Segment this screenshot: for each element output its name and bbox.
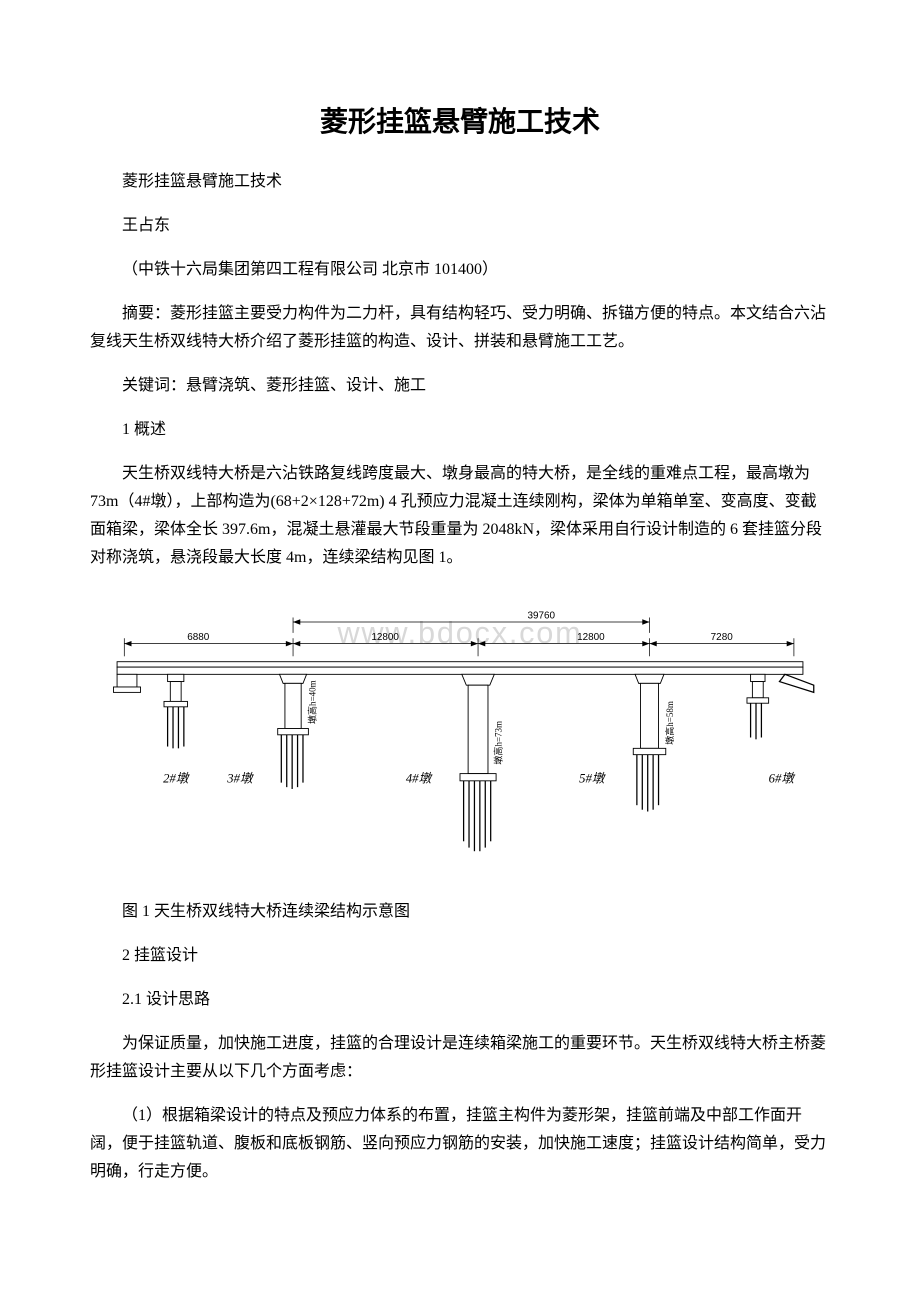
- end-segment-right: [779, 674, 813, 692]
- figure-1-caption: 图 1 天生桥双线特大桥连续梁结构示意图: [90, 898, 830, 926]
- pier-3-label: 3#墩: [226, 772, 255, 786]
- section-2-1-heading: 2.1 设计思路: [90, 986, 830, 1014]
- bridge-diagram-svg: www.bdocx.com 39760 6880 12800 12800 728…: [90, 588, 830, 878]
- section-2-heading: 2 挂篮设计: [90, 942, 830, 970]
- dim-right-label: 7280: [711, 632, 734, 643]
- pier-4-height: 墩高h=73m: [493, 721, 504, 765]
- pier-2-label: 2#墩: [163, 772, 191, 786]
- page-title: 菱形挂篮悬臂施工技术: [90, 100, 830, 140]
- pier-4: 墩高h=73m: [460, 674, 504, 851]
- dim-span1-label: 12800: [371, 632, 399, 643]
- section-2-1-item-1: （1）根据箱梁设计的特点及预应力体系的布置，挂篮主构件为菱形架，挂篮前端及中部工…: [90, 1102, 830, 1186]
- pier-5-label: 5#墩: [579, 772, 607, 786]
- pier-3-height: 墩高h=40m: [307, 680, 318, 724]
- pier-6-label: 6#墩: [769, 772, 797, 786]
- dim-span2-label: 12800: [577, 632, 605, 643]
- bridge-deck: [117, 662, 803, 675]
- section-1-body: 天生桥双线特大桥是六沾铁路复线跨度最大、墩身最高的特大桥，是全线的重难点工程，最…: [90, 460, 830, 572]
- dim-left-label: 6880: [187, 632, 210, 643]
- keywords-line: 关键词：悬臂浇筑、菱形挂篮、设计、施工: [90, 372, 830, 400]
- author-line: 王占东: [90, 212, 830, 240]
- pier-4-label: 4#墩: [406, 772, 434, 786]
- affiliation-line: （中铁十六局集团第四工程有限公司 北京市 101400）: [90, 256, 830, 284]
- figure-1: www.bdocx.com 39760 6880 12800 12800 728…: [90, 588, 830, 878]
- pier-2: [164, 674, 187, 748]
- pier-3: 墩高h=40m: [278, 674, 318, 789]
- pier-5-height: 墩高h=58m: [664, 701, 675, 745]
- abutment-left: [113, 674, 140, 692]
- abstract-para: 摘要：菱形挂篮主要受力构件为二力杆，具有结构轻巧、受力明确、拆锚方便的特点。本文…: [90, 300, 830, 356]
- section-2-1-body: 为保证质量，加快施工进度，挂篮的合理设计是连续箱梁施工的重要环节。天生桥双线特大…: [90, 1030, 830, 1086]
- pier-6: [747, 674, 769, 739]
- subtitle-line: 菱形挂篮悬臂施工技术: [90, 168, 830, 196]
- section-1-heading: 1 概述: [90, 416, 830, 444]
- dim-total-label: 39760: [527, 610, 555, 621]
- pier-5: 墩高h=58m: [633, 674, 675, 811]
